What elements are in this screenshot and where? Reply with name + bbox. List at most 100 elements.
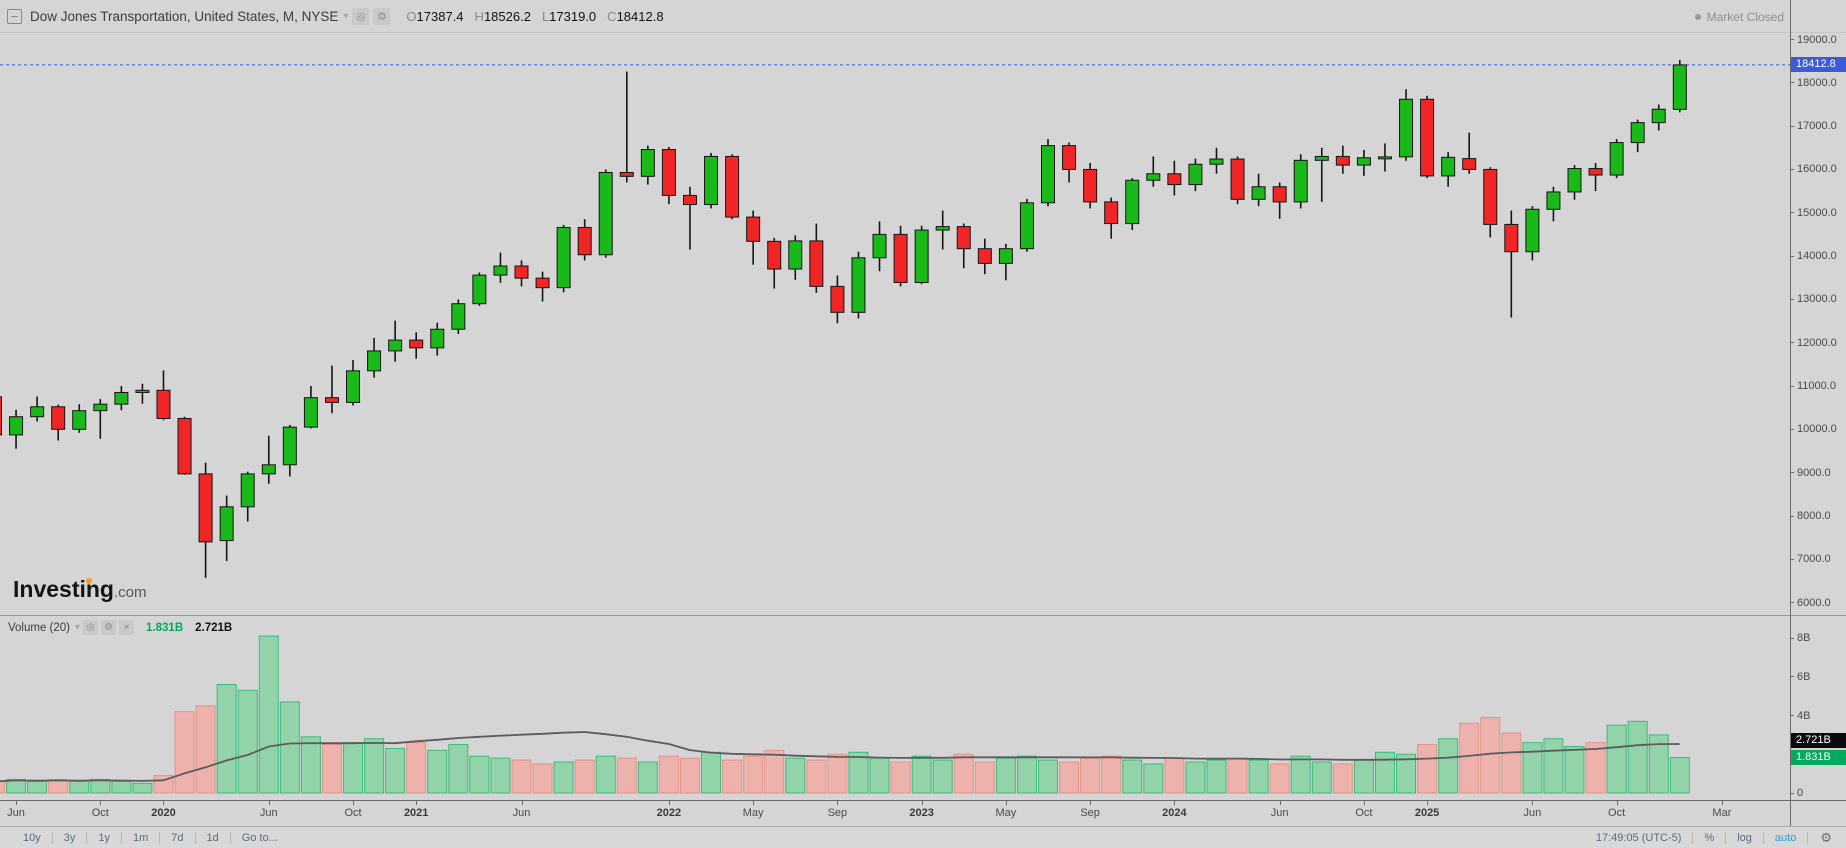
candle-up <box>282 426 297 466</box>
time-label-year: 2024 <box>1162 807 1187 819</box>
time-label-year: 2021 <box>403 807 429 819</box>
candle-up <box>935 226 950 231</box>
candle-down <box>1167 173 1182 186</box>
time-label-year: 2022 <box>656 807 682 819</box>
close-value: 18412.8 <box>616 8 664 24</box>
last-price-badge: 18412.8 <box>1791 57 1846 73</box>
clock[interactable]: 17:49:05 (UTC-5) <box>1595 831 1682 844</box>
candle-down <box>1335 155 1350 166</box>
log-scale-button[interactable]: log <box>1737 831 1752 844</box>
range-button-1y[interactable]: 1y <box>98 831 110 844</box>
volume-current-value: 1.831B <box>146 621 184 634</box>
time-axis-tick <box>1427 801 1429 805</box>
volume-bar <box>69 780 90 794</box>
auto-scale-button[interactable]: auto <box>1774 831 1797 844</box>
range-button-7d[interactable]: 7d <box>171 831 184 844</box>
candle-down <box>514 265 529 279</box>
logo-orange-dot <box>86 578 92 584</box>
pane-divider[interactable] <box>0 615 1846 616</box>
candle-down <box>682 194 697 206</box>
price-axis-border <box>1790 0 1791 826</box>
candle-up <box>1567 168 1582 193</box>
volume-bar <box>132 782 153 794</box>
range-button-1m[interactable]: 1m <box>133 831 149 844</box>
candle-up <box>1651 108 1666 124</box>
percent-scale-button[interactable]: % <box>1704 831 1715 844</box>
time-label-month: Oct <box>91 807 109 819</box>
volume-bar <box>27 780 48 794</box>
range-button-10y[interactable]: 10y <box>23 831 41 844</box>
candle-down <box>725 155 740 218</box>
candle-up <box>219 506 234 542</box>
axis-tick-label: 11000.0 <box>1790 380 1836 392</box>
axis-tick-label: 10000.0 <box>1790 423 1837 435</box>
axis-tick-label: 9000.0 <box>1790 467 1831 479</box>
chevron-down-icon[interactable]: ▾ <box>75 622 81 633</box>
candle-up <box>1441 156 1456 177</box>
volume-bar <box>511 759 532 794</box>
time-axis-tick <box>416 801 418 805</box>
time-label-year: 2025 <box>1414 807 1440 819</box>
time-axis-tick <box>837 801 839 805</box>
candle-up <box>1399 98 1414 158</box>
candle-up <box>493 265 508 276</box>
volume-bar <box>1501 732 1522 794</box>
axis-tick-label: 16000.0 <box>1790 163 1837 175</box>
candle-up <box>1041 145 1055 204</box>
volume-bar <box>321 744 342 794</box>
indicator-remove-icon[interactable]: × <box>119 620 135 635</box>
range-button-go-to[interactable]: Go to... <box>241 831 278 844</box>
series-settings-gear-icon[interactable]: ⚙ <box>373 7 391 25</box>
symbol-title[interactable]: Dow Jones Transportation, United States,… <box>30 8 339 24</box>
chevron-down-icon[interactable]: ▾ <box>343 10 349 22</box>
toolbar-separator <box>229 831 231 844</box>
time-axis-tick <box>921 801 923 805</box>
volume-bar <box>722 759 743 794</box>
volume-bar <box>806 759 827 794</box>
volume-bar <box>1606 724 1627 794</box>
candle-up <box>556 226 571 289</box>
candle-down <box>1104 201 1119 225</box>
time-label-year: 2023 <box>909 807 934 819</box>
volume-bar <box>1185 761 1206 794</box>
volume-chart-pane[interactable] <box>0 615 1790 800</box>
investing-logo-suffix: .com <box>113 584 147 601</box>
time-label-month: Oct <box>1355 807 1373 819</box>
volume-bar <box>427 749 448 794</box>
volume-bar <box>1164 757 1185 794</box>
toolbar-separator <box>159 831 161 844</box>
right-price-axis[interactable]: 18412.8 2.721B 1.831B 19000.0 18000.0 1700… <box>1790 0 1846 826</box>
volume-bar <box>406 742 427 794</box>
volume-bar <box>974 761 995 794</box>
candle-up <box>30 406 45 418</box>
indicator-visibility-icon[interactable]: ◎ <box>83 620 99 635</box>
market-status-text: Market Closed <box>1706 9 1784 24</box>
time-axis-tick <box>1721 801 1723 805</box>
axis-tick-label: 19000.0 <box>1790 34 1837 46</box>
price-chart-pane[interactable] <box>0 33 1790 615</box>
time-axis-tick <box>100 801 102 805</box>
indicator-settings-gear-icon[interactable]: ⚙ <box>101 620 117 635</box>
time-label-month: Sep <box>1080 807 1100 819</box>
time-label-month: Jun <box>1270 807 1289 819</box>
axis-tick-label: 18000.0 <box>1790 77 1837 89</box>
axis-tick-label: 13000.0 <box>1790 293 1837 305</box>
volume-bar <box>1311 761 1332 794</box>
time-label-month: Mar <box>1712 807 1732 819</box>
settings-gear-icon[interactable]: ⚙ <box>1820 829 1832 845</box>
volume-legend-title[interactable]: Volume (20) <box>8 621 71 634</box>
axis-tick-label: 8B <box>1790 632 1810 644</box>
range-button-3y[interactable]: 3y <box>63 831 76 844</box>
candle-up <box>93 403 108 412</box>
axis-tick-label: 17000.0 <box>1790 120 1837 132</box>
indicator-visibility-icon[interactable]: ◎ <box>352 7 370 25</box>
collapse-pane-icon[interactable] <box>7 8 22 24</box>
time-axis[interactable]: Jun Oct 2020 Jun Oct 2021 Jun 2022 May Sep 2023 May… <box>0 800 1846 826</box>
candle-down <box>830 285 845 313</box>
volume-bar <box>1374 751 1395 794</box>
range-button-1d[interactable]: 1d <box>206 831 219 844</box>
time-label-month: Sep <box>827 807 848 819</box>
volume-bar <box>48 778 69 794</box>
candle-up <box>303 397 318 428</box>
